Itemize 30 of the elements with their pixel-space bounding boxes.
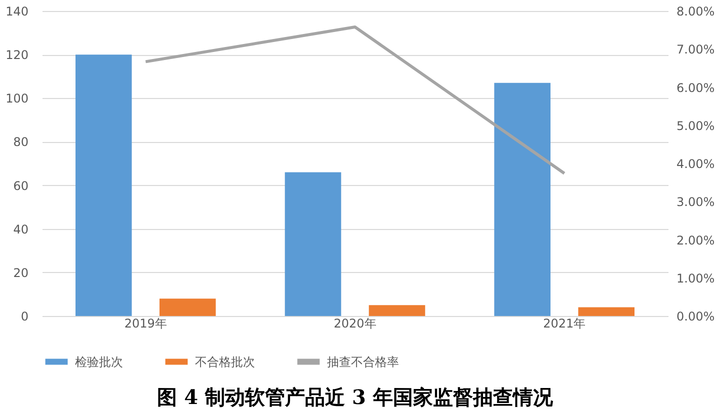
x-tick-label: 2019年 — [124, 316, 167, 330]
legend-label: 不合格批次 — [195, 354, 255, 369]
bar — [284, 172, 342, 316]
legend-label: 检验批次 — [75, 354, 123, 369]
bar — [159, 298, 216, 316]
bar — [578, 307, 634, 316]
bar — [494, 82, 551, 316]
y2-tick-label: 6.00% — [676, 80, 715, 95]
y2-tick-label: 5.00% — [676, 118, 715, 133]
y-tick-label: 20 — [13, 266, 28, 280]
legend-label: 抽查不合格率 — [327, 354, 399, 369]
x-tick-label: 2021年 — [543, 316, 586, 330]
bar — [76, 54, 132, 316]
y-tick-label: 60 — [13, 178, 28, 193]
y2-tick-label: 3.00% — [676, 195, 715, 210]
y2-tick-label: 1.00% — [676, 271, 715, 286]
x-tick-label: 2020年 — [334, 316, 376, 330]
y2-tick-label: 8.00% — [676, 4, 715, 18]
y2-tick-label: 4.00% — [676, 157, 715, 171]
y-tick-label: 120 — [6, 48, 28, 62]
bar — [368, 305, 426, 316]
y-tick-label: 80 — [13, 135, 28, 150]
y-tick-label: 40 — [13, 222, 28, 236]
y-tick-label: 100 — [6, 92, 28, 106]
y2-tick-label: 0.00% — [676, 310, 715, 324]
text: 图 4 制动软管产品近 3 年国家监督抽查情况 — [157, 385, 554, 409]
y2-tick-label: 2.00% — [676, 233, 715, 248]
y-tick-label: 140 — [6, 4, 28, 18]
y-tick-label: 0 — [20, 310, 28, 324]
y2-tick-label: 7.00% — [676, 42, 715, 57]
